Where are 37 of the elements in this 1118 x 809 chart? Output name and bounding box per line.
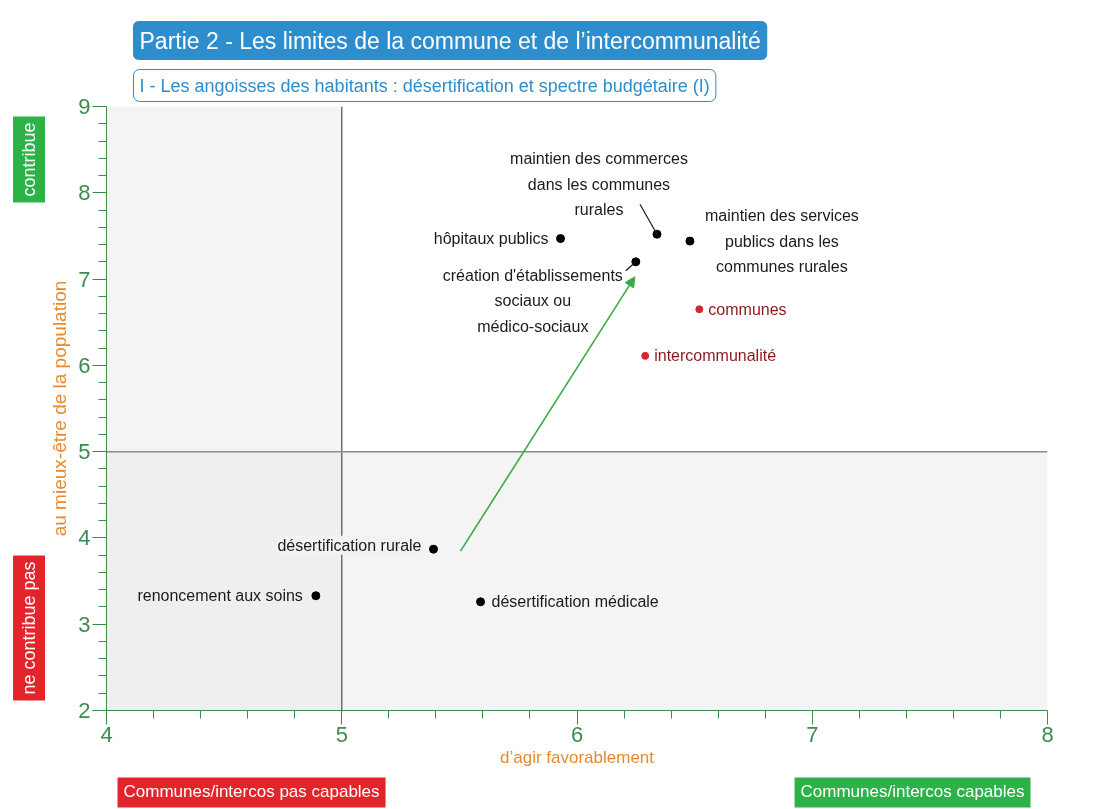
text: Communes/intercos pas capables: [123, 782, 380, 802]
y-axis-title: au mieux-être de la population: [49, 280, 71, 537]
x-tick-label: 5: [335, 721, 348, 747]
text: Communes/intercos capables: [800, 782, 1025, 802]
text: contribue: [19, 122, 40, 197]
x-tick-label: 8: [1041, 721, 1054, 747]
y-tick-label: 2: [78, 698, 91, 723]
x-tick-label: 4: [100, 721, 113, 747]
y-tick-label: 8: [78, 180, 91, 206]
annotation: renoncement aux soins: [137, 587, 303, 605]
annotation: désertification rurale: [277, 536, 422, 554]
y-tick-label: 3: [78, 611, 91, 637]
annotation: désertification médicale: [491, 593, 659, 611]
y-tick-label: 6: [78, 352, 91, 378]
text: ne contribue pas: [19, 561, 40, 695]
series-label: communes: [708, 300, 787, 318]
annotation: hôpitaux publics: [433, 230, 549, 248]
point: [311, 591, 321, 601]
y-tick-label: 4: [78, 525, 91, 551]
point: [695, 305, 704, 314]
annotation: maintien des services publics dans les communes rurales: [705, 207, 859, 276]
chart-subtitle: I - Les angoisses des habitants : désertification et spectre budgétaire (I): [139, 75, 710, 96]
series-label: intercommunalité: [654, 347, 777, 365]
point: [476, 597, 486, 607]
x-tick-label: 7: [806, 721, 819, 747]
point: [685, 236, 695, 246]
annotation: création d'établissements sociaux ou médico-sociaux: [442, 266, 623, 335]
chart-title: Partie 2 - Les limites de la commune et de l’intercommunalité: [139, 27, 761, 54]
x-tick-label: 6: [570, 721, 584, 747]
point: [641, 351, 650, 360]
x-axis-title: d’agir favorablement: [499, 747, 655, 767]
annotation: maintien des commerces dans les communes rurales: [510, 150, 688, 219]
y-tick-label: 7: [78, 266, 91, 292]
y-tick-label: 9: [78, 94, 91, 119]
point: [429, 544, 438, 554]
y-tick-label: 5: [78, 439, 91, 465]
point: [556, 234, 566, 244]
